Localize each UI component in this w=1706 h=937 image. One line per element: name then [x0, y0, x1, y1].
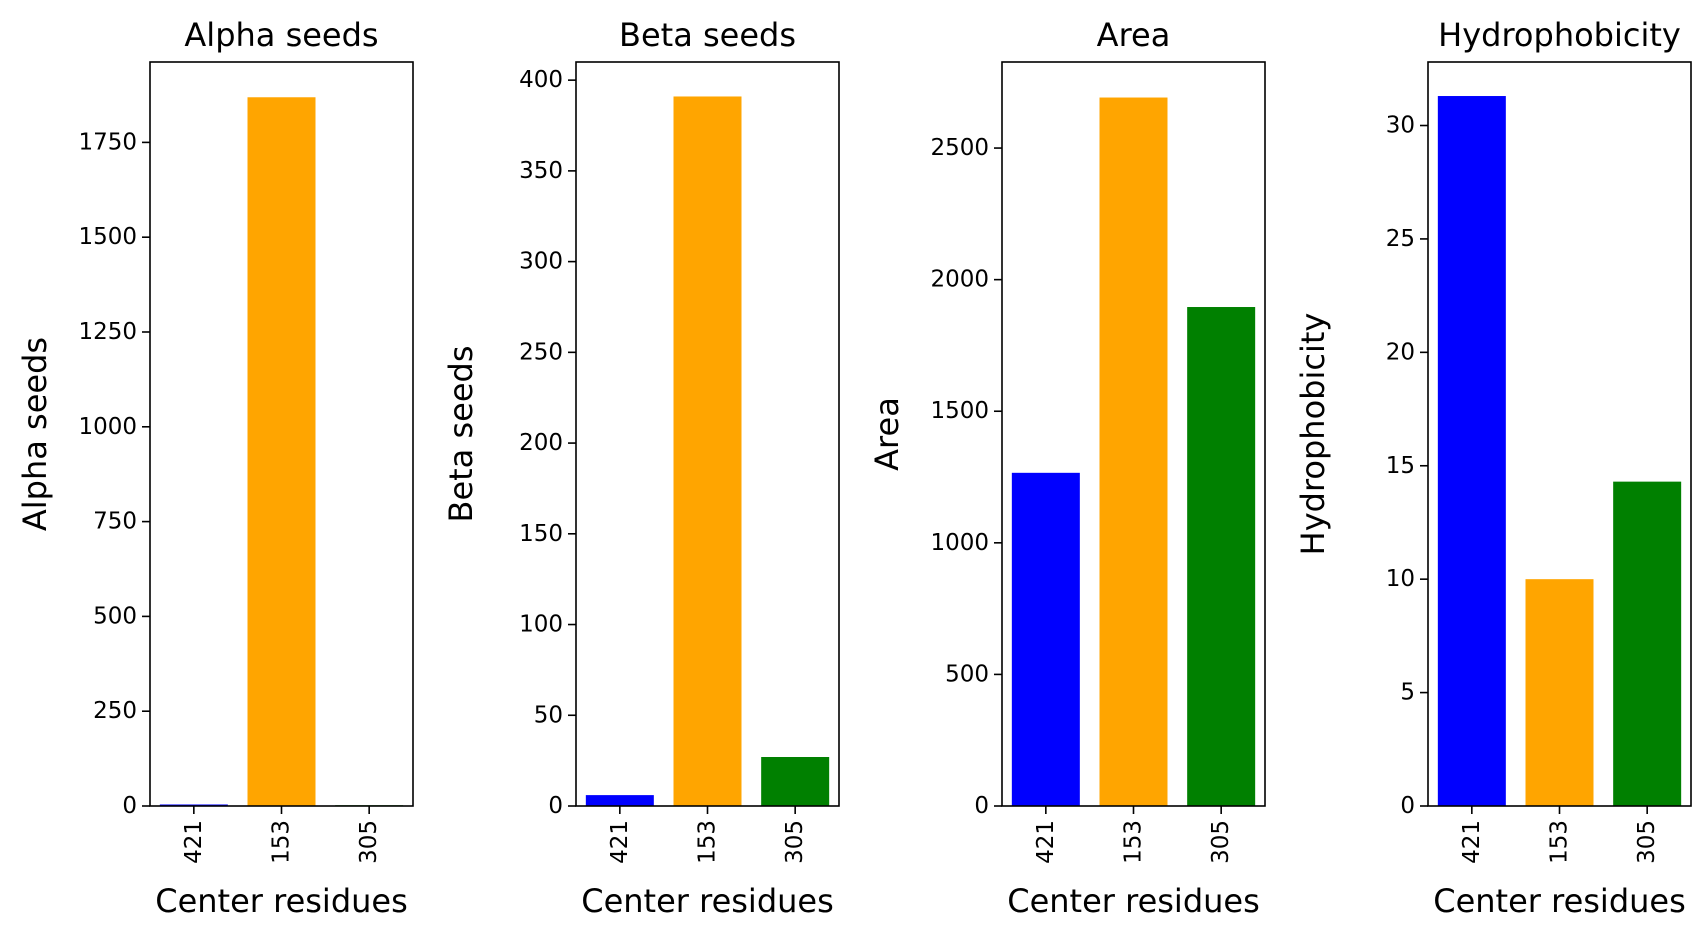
chart-title: Beta seeds: [619, 16, 796, 54]
x-tick-label: 421: [181, 820, 207, 864]
y-tick-label: 100: [519, 612, 563, 638]
bar-305: [1187, 307, 1256, 806]
x-tick-label: 305: [356, 820, 382, 864]
y-tick-label: 0: [122, 793, 137, 819]
y-tick-label: 20: [1386, 339, 1415, 365]
x-tick-label: 153: [269, 820, 295, 864]
chart-title: Alpha seeds: [184, 16, 378, 54]
y-tick-label: 250: [519, 339, 563, 365]
y-tick-label: 750: [93, 509, 137, 535]
x-tick-label: 305: [782, 820, 808, 864]
y-tick-label: 50: [534, 702, 563, 728]
bar-421: [1011, 472, 1080, 806]
y-tick-label: 150: [519, 521, 563, 547]
x-tick-label: 421: [607, 820, 633, 864]
y-tick-label: 500: [93, 603, 137, 629]
chart-panel-2: 0 50 100 150 200 250 300 350 400 421 153 305 Beta se…: [442, 16, 840, 920]
x-axis-label: Center residues: [581, 882, 834, 920]
bar-305: [761, 757, 830, 806]
chart-panel-4: 0 5 10 15 20 25 30 421 153 305 Hydrophobicity Cente…: [1294, 16, 1692, 920]
chart-panel-3: 0 500 1000 1500 2000 2500 421 153 305 Area Center …: [868, 16, 1266, 920]
y-tick-label: 0: [1400, 793, 1415, 819]
y-axis-label: Area: [868, 397, 906, 471]
y-tick-label: 10: [1386, 566, 1415, 592]
y-tick-label: 300: [519, 249, 563, 275]
y-tick-label: 350: [519, 158, 563, 184]
bar-153: [1099, 97, 1168, 807]
y-tick-label: 500: [945, 661, 989, 687]
x-tick-label: 421: [1459, 820, 1485, 864]
chart-panel-1: 0 250 500 750 1000 1250 1500 1750 421 153 305 Alpha…: [16, 16, 414, 920]
x-tick-label: 421: [1033, 820, 1059, 864]
y-axis-label: Hydrophobicity: [1294, 313, 1332, 556]
x-axis-label: Center residues: [1007, 882, 1260, 920]
y-tick-label: 0: [548, 793, 563, 819]
bar-421: [1437, 96, 1506, 806]
y-tick-label: 1250: [78, 319, 137, 345]
x-tick-label: 153: [1547, 820, 1573, 864]
y-axis-label: Alpha seeds: [16, 337, 54, 531]
x-tick-label: 153: [1121, 820, 1147, 864]
x-axis-label: Center residues: [155, 882, 408, 920]
y-tick-label: 1500: [930, 398, 989, 424]
y-tick-label: 400: [519, 67, 563, 93]
x-tick-label: 305: [1634, 820, 1660, 864]
y-axis-label: Beta seeds: [442, 346, 480, 523]
x-tick-label: 153: [695, 820, 721, 864]
bar-421: [585, 795, 654, 806]
bar-153: [247, 97, 316, 806]
y-tick-label: 200: [519, 430, 563, 456]
y-tick-label: 1750: [78, 129, 137, 155]
y-tick-label: 0: [974, 793, 989, 819]
y-tick-label: 1000: [930, 530, 989, 556]
y-tick-label: 2500: [930, 135, 989, 161]
y-tick-label: 25: [1386, 226, 1415, 252]
y-tick-label: 2000: [930, 267, 989, 293]
chart-title: Area: [1097, 16, 1171, 54]
y-tick-label: 15: [1386, 453, 1415, 479]
chart-title: Hydrophobicity: [1438, 16, 1681, 54]
y-tick-label: 1000: [78, 414, 137, 440]
bar-153: [673, 96, 742, 807]
y-tick-label: 1500: [78, 224, 137, 250]
y-tick-label: 250: [93, 698, 137, 724]
x-tick-label: 305: [1208, 820, 1234, 864]
x-axis-label: Center residues: [1433, 882, 1686, 920]
y-tick-label: 30: [1386, 113, 1415, 139]
y-tick-label: 5: [1400, 680, 1415, 706]
bar-153: [1525, 579, 1594, 806]
bar-305: [1613, 481, 1682, 806]
